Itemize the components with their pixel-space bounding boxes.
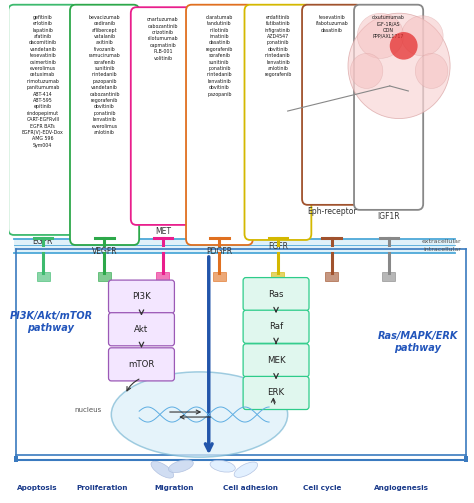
Text: erdafitinib
futibatinib
infigratinib
AZD4547
ponatinib
dovitinib
nintedanib
lenv: erdafitinib futibatinib infigratinib AZD… [264,15,292,77]
FancyBboxPatch shape [243,344,309,377]
Text: Apoptosis: Apoptosis [17,485,57,491]
FancyBboxPatch shape [243,376,309,409]
Text: FGFR: FGFR [268,242,288,252]
Ellipse shape [151,461,173,478]
Text: Akt: Akt [134,325,148,334]
Ellipse shape [357,13,404,58]
FancyBboxPatch shape [354,5,423,210]
Ellipse shape [210,460,235,472]
FancyBboxPatch shape [14,239,455,245]
Text: Ras: Ras [268,290,284,299]
FancyBboxPatch shape [70,5,139,245]
Text: MET: MET [155,227,171,236]
FancyBboxPatch shape [109,348,174,381]
FancyBboxPatch shape [14,245,455,253]
Text: MEK: MEK [267,356,285,365]
Text: PI3K/Akt/mTOR
pathway: PI3K/Akt/mTOR pathway [9,311,92,332]
Text: PDGFR: PDGFR [206,247,233,257]
FancyBboxPatch shape [8,5,77,235]
FancyBboxPatch shape [156,272,169,281]
Ellipse shape [348,13,450,119]
FancyBboxPatch shape [98,272,111,281]
Text: VEGFR: VEGFR [92,247,118,257]
FancyBboxPatch shape [243,278,309,311]
Ellipse shape [401,16,443,56]
Text: gefitinib
erlotinib
lapatinib
afatinib
dacomitinib
vandetanib
tesevatinib
osimer: gefitinib erlotinib lapatinib afatinib d… [22,15,64,148]
Ellipse shape [390,32,418,60]
Text: Angiogenesis: Angiogenesis [374,485,429,491]
Text: Ras/MAPK/ERK
pathway: Ras/MAPK/ERK pathway [377,331,458,353]
Text: olaratumab
tandutinib
nilotinib
imatinib
dasatinib
regorafenib
sorafenib
sunitin: olaratumab tandutinib nilotinib imatinib… [206,15,233,97]
Ellipse shape [415,53,448,89]
FancyBboxPatch shape [14,456,18,462]
FancyBboxPatch shape [186,5,253,245]
Text: Migration: Migration [154,485,194,491]
Text: PI3K: PI3K [132,292,151,301]
Ellipse shape [111,372,288,457]
FancyBboxPatch shape [325,272,338,281]
Ellipse shape [234,462,258,477]
FancyBboxPatch shape [109,313,174,346]
Ellipse shape [350,53,383,89]
Text: bevacizumab
cediranib
aflibercept
vatalanib
axitinib
tivozanib
ramucirumab
soraf: bevacizumab cediranib aflibercept vatala… [89,15,120,135]
Text: intracellular: intracellular [424,247,462,253]
Ellipse shape [169,460,193,473]
Text: extracellular: extracellular [422,239,462,244]
Text: tesevatinib
ifabotuzumab
dasatinib: tesevatinib ifabotuzumab dasatinib [316,15,348,33]
Text: Proliferation: Proliferation [76,485,128,491]
FancyBboxPatch shape [109,280,174,313]
Text: ERK: ERK [267,388,284,397]
Text: EGFR: EGFR [33,237,53,246]
FancyBboxPatch shape [245,5,311,240]
FancyBboxPatch shape [272,272,284,281]
Text: cixutumumab
IGF-1R/AS
ODN
PPP/AXL1717: cixutumumab IGF-1R/AS ODN PPP/AXL1717 [372,15,405,39]
FancyBboxPatch shape [383,272,395,281]
Text: Cell adhesion: Cell adhesion [223,485,278,491]
Text: Cell cycle: Cell cycle [303,485,342,491]
FancyBboxPatch shape [464,456,468,462]
Text: onartuzumab
cabozantinib
crizotinib
rilotumumab
capmatinib
PLB-001
volitinib: onartuzumab cabozantinib crizotinib rilo… [147,17,179,61]
FancyBboxPatch shape [243,310,309,343]
FancyBboxPatch shape [36,272,50,281]
Text: Eph-receptor: Eph-receptor [307,207,357,216]
FancyBboxPatch shape [131,7,195,225]
FancyBboxPatch shape [302,5,362,205]
Text: Raf: Raf [269,322,283,331]
FancyBboxPatch shape [213,272,226,281]
Text: IGF1R: IGF1R [377,212,400,221]
Text: nucleus: nucleus [75,406,102,412]
Text: mTOR: mTOR [128,360,155,369]
